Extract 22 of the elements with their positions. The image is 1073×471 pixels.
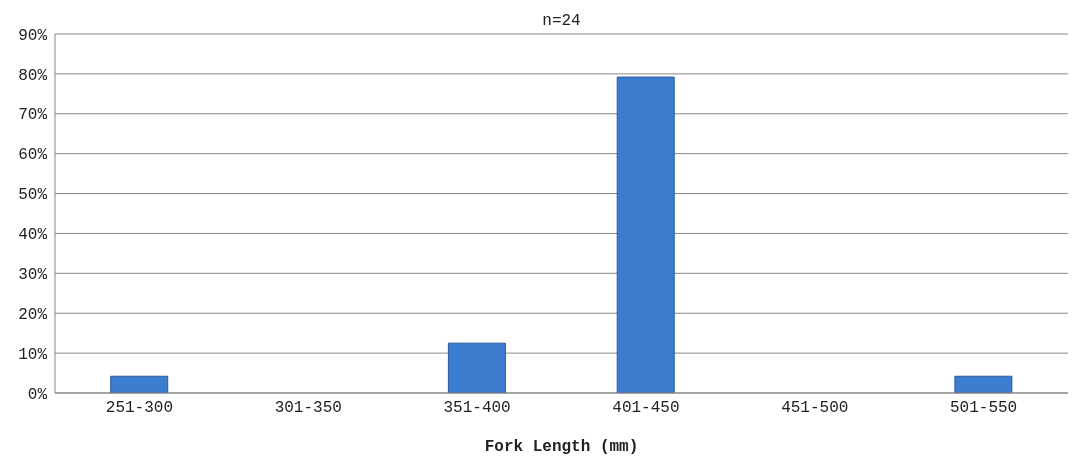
y-tick-label: 20% (18, 305, 48, 324)
y-tick-label: 60% (18, 146, 48, 165)
y-tick-label: 30% (18, 266, 48, 285)
y-tick-label: 0% (27, 385, 48, 404)
y-tick-label: 90% (18, 26, 48, 45)
bar (110, 375, 169, 393)
bar (447, 342, 506, 393)
x-tick-label: 251-300 (105, 399, 174, 418)
x-tick-label: 451-500 (781, 399, 849, 418)
x-tick-label: 501-550 (949, 399, 1018, 418)
y-tick-label: 70% (18, 106, 48, 125)
x-tick-label: 351-400 (443, 399, 511, 418)
bar (954, 375, 1013, 393)
bar (616, 76, 675, 393)
y-tick-label: 40% (18, 226, 48, 245)
y-tick-label: 80% (18, 66, 48, 85)
x-tick-label: 301-350 (274, 399, 342, 418)
chart-title: n=24 (541, 12, 582, 30)
y-tick-label: 50% (18, 186, 48, 205)
x-axis-title: Fork Length (mm) (484, 438, 639, 456)
y-tick-label: 10% (18, 345, 48, 364)
x-tick-label: 401-450 (612, 399, 680, 418)
